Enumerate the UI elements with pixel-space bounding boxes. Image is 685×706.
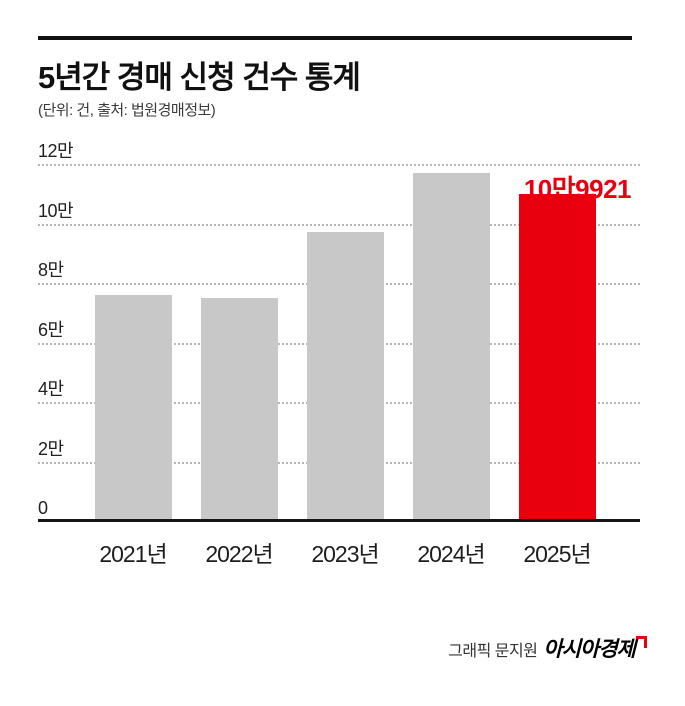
bar-2023년 [306,232,384,521]
brand-mark-icon [636,636,647,648]
y-tick-label: 0 [38,498,54,518]
y-tick-label: 8만 [38,260,70,280]
bar-2025년 [518,194,596,521]
gridline-12만 [38,164,640,166]
chart-title: 5년간 경매 신청 건수 통계 [38,60,361,95]
y-tick-label: 12만 [38,141,80,161]
x-tick-label-2023년: 2023년 [311,541,379,567]
x-tick-label-2024년: 2024년 [417,541,485,567]
bar-2022년 [200,297,278,521]
gridline-10만 [38,223,640,226]
credit-text: 그래픽 문지원 [448,643,538,660]
x-tick-label-2021년: 2021년 [99,541,167,567]
y-tick-label: 10만 [38,200,80,221]
brand-logo: 아시아경제 [543,636,647,661]
bar-chart-plot-area: 12만 10만 8만 6만 4만 2만 0 [38,141,640,521]
chart-subtitle: (단위: 건, 출처: 법원경매정보) [38,102,216,119]
bar-2024년 [412,172,490,521]
value-annotation-2025: 10만9921 [523,174,632,204]
credit-line: 그래픽 문지원 아시아경제 [448,633,647,663]
x-tick-label-2025년: 2025년 [523,541,591,567]
x-axis-labels: 2021년 2022년 2023년 2024년 2025년 [0,535,685,567]
x-tick-label-2022년: 2022년 [205,541,273,567]
x-axis-baseline [38,519,640,522]
bar-2021년 [94,294,172,521]
y-tick-label: 2만 [38,438,70,459]
y-tick-label: 4만 [38,379,70,399]
y-tick-label: 6만 [38,319,70,340]
top-rule-divider [38,36,632,40]
brand-text: 아시아경제 [543,638,636,661]
